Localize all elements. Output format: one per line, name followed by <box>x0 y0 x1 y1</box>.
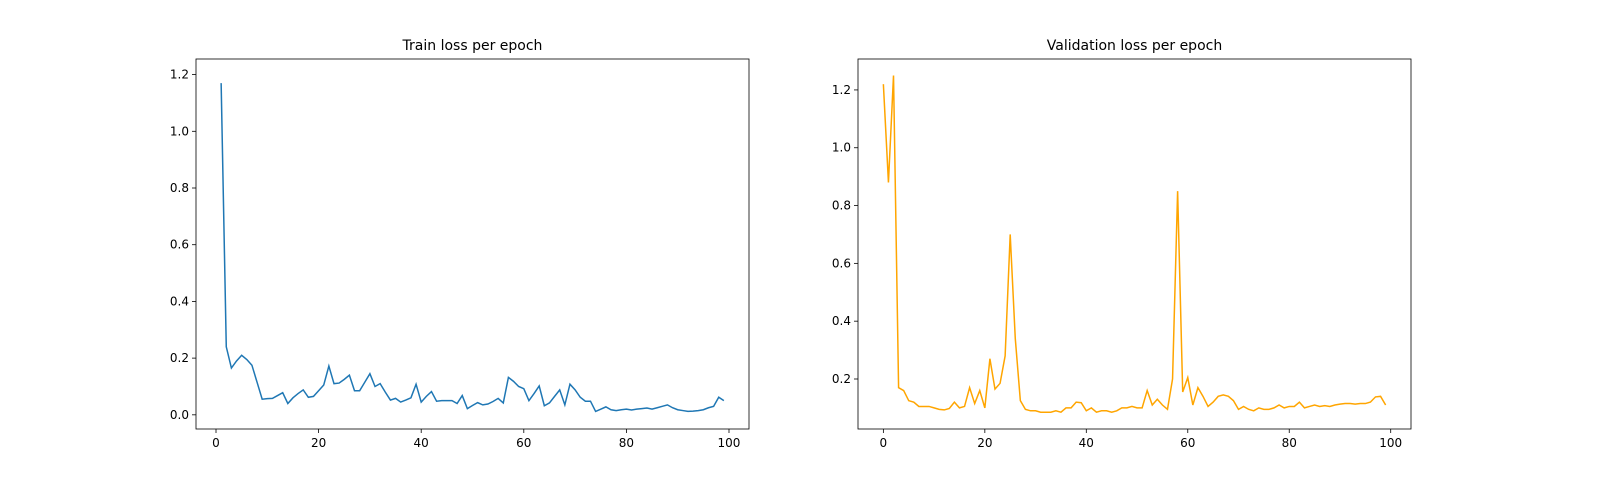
x-tick-label: 0 <box>880 436 888 450</box>
x-tick-label: 0 <box>212 436 220 450</box>
x-tick-label: 60 <box>1180 436 1195 450</box>
y-tick-label: 0.2 <box>170 351 189 365</box>
chart-title: Train loss per epoch <box>402 38 543 54</box>
x-tick-label: 40 <box>1079 436 1094 450</box>
x-tick-label: 80 <box>619 436 634 450</box>
y-tick-label: 0.4 <box>832 314 851 328</box>
y-tick-label: 0.6 <box>170 238 189 252</box>
y-tick-label: 0.6 <box>832 256 851 270</box>
x-tick-label: 20 <box>977 436 992 450</box>
x-tick-label: 40 <box>414 436 429 450</box>
axes-frame <box>195 58 750 430</box>
loss-line <box>220 83 725 413</box>
axes-frame <box>857 58 1412 430</box>
x-tick-label: 60 <box>516 436 531 450</box>
y-tick-label: 1.0 <box>170 124 189 138</box>
x-tick-label: 80 <box>1282 436 1297 450</box>
y-tick-label: 0.4 <box>170 294 189 308</box>
y-tick-label: 0.8 <box>832 199 851 213</box>
x-tick-label: 100 <box>1379 436 1402 450</box>
chart-title: Validation loss per epoch <box>1047 38 1222 54</box>
y-tick-label: 0.0 <box>170 408 189 422</box>
x-tick-label: 100 <box>718 436 741 450</box>
y-tick-label: 0.2 <box>832 372 851 386</box>
y-tick-label: 0.8 <box>170 181 189 195</box>
y-tick-label: 1.0 <box>832 141 851 155</box>
y-tick-label: 1.2 <box>832 83 851 97</box>
y-tick-label: 1.2 <box>170 68 189 82</box>
loss-line <box>882 75 1387 414</box>
x-tick-label: 20 <box>311 436 326 450</box>
